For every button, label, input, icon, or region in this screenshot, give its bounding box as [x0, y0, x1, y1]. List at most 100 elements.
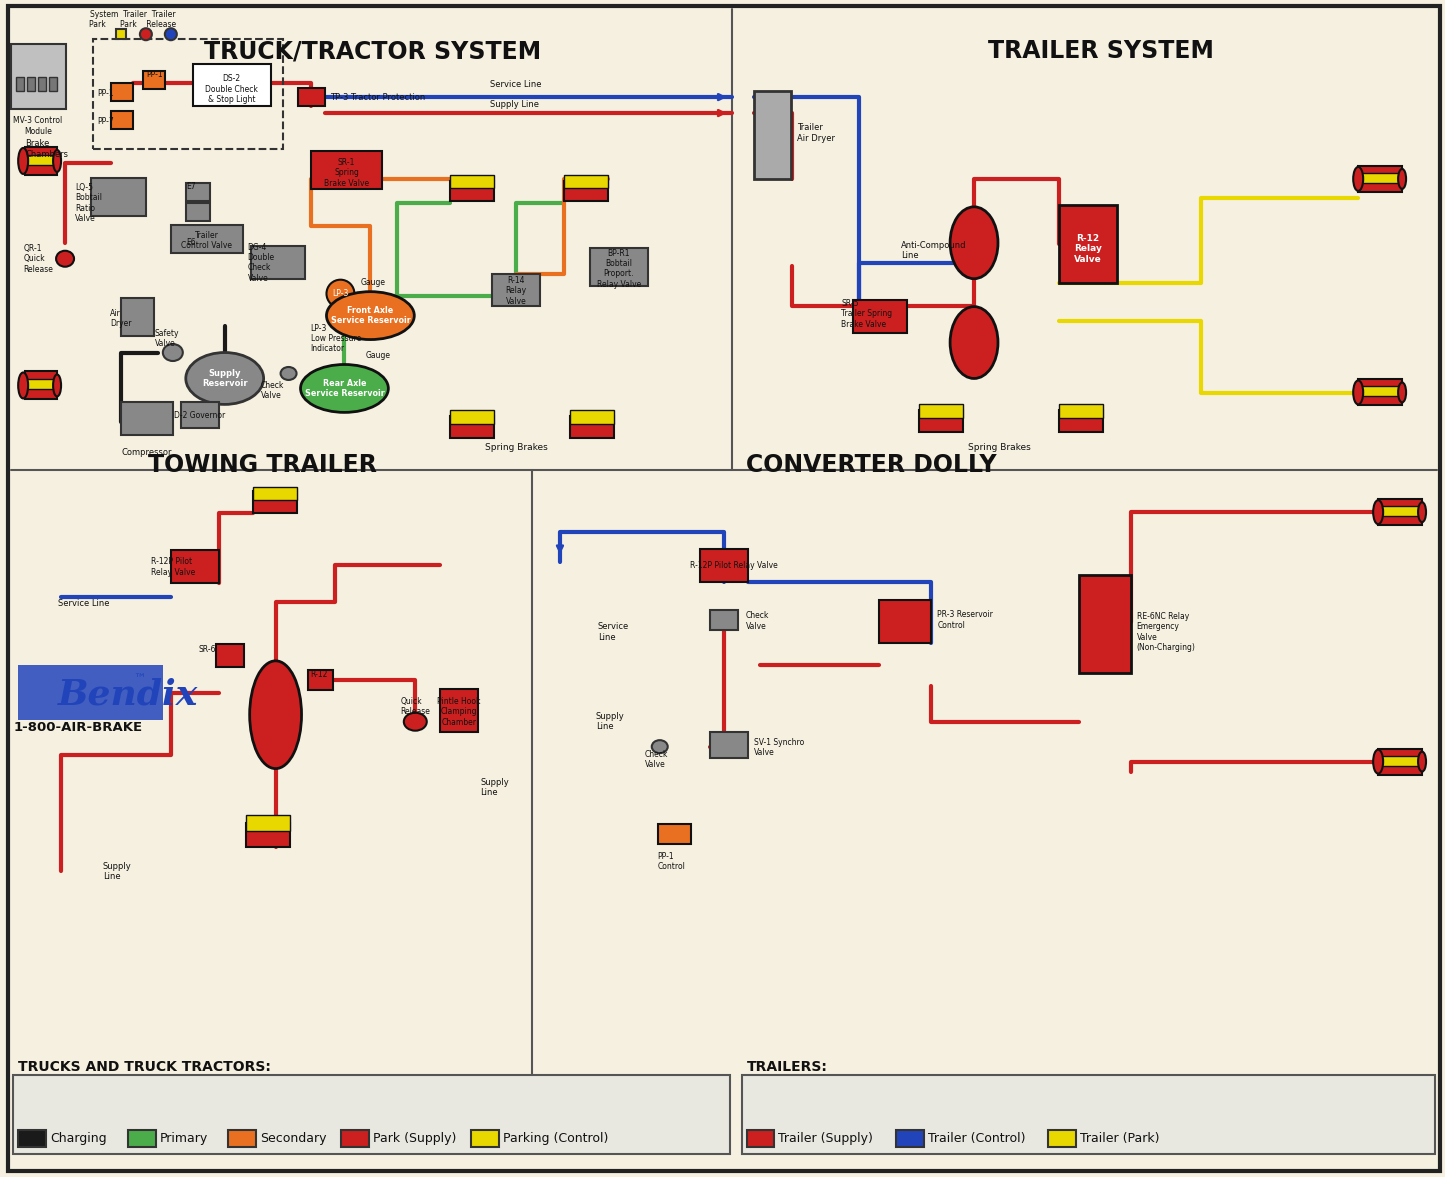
Bar [13, 1075, 730, 1153]
Bar [250, 246, 305, 279]
Text: Trailer (Control): Trailer (Control) [928, 1132, 1026, 1145]
Text: Compressor: Compressor [121, 447, 172, 457]
Ellipse shape [1399, 169, 1406, 188]
Bar [564, 175, 608, 188]
Bar [25, 147, 58, 175]
Bar [919, 411, 962, 432]
Bar [12, 45, 66, 109]
Text: MV-3 Control
Module: MV-3 Control Module [13, 117, 62, 135]
Ellipse shape [951, 207, 998, 279]
Text: Check
Valve: Check Valve [644, 750, 668, 770]
Bar [246, 824, 289, 847]
Text: Bendix: Bendix [58, 678, 198, 712]
Text: Service Line: Service Line [58, 599, 110, 609]
Text: Supply
Line: Supply Line [103, 862, 131, 882]
Bar [569, 411, 614, 425]
Bar [854, 300, 907, 333]
Text: DG-4
Double
Check
Valve: DG-4 Double Check Valve [247, 242, 275, 282]
Bar [709, 610, 737, 630]
Bar [192, 65, 270, 106]
Bar [253, 487, 296, 500]
Text: Air
Dryer: Air Dryer [110, 308, 131, 328]
Ellipse shape [53, 374, 61, 397]
Bar [1358, 173, 1402, 182]
Bar [92, 39, 283, 149]
Bar [569, 417, 614, 438]
Ellipse shape [186, 353, 263, 405]
Text: PP-1
Control: PP-1 Control [657, 852, 685, 871]
Text: Gauge: Gauge [360, 278, 386, 287]
Text: Trailer (Park): Trailer (Park) [1079, 1132, 1159, 1145]
Bar [709, 732, 747, 758]
Bar [451, 181, 494, 201]
Bar [111, 111, 133, 129]
Text: TOWING TRAILER: TOWING TRAILER [149, 453, 377, 477]
Text: TRUCKS AND TRUCK TRACTORS:: TRUCKS AND TRUCK TRACTORS: [19, 1060, 272, 1073]
Ellipse shape [327, 292, 415, 339]
Text: Parking (Control): Parking (Control) [503, 1132, 608, 1145]
Bar [25, 155, 58, 165]
Ellipse shape [301, 365, 389, 412]
Text: TRAILER SYSTEM: TRAILER SYSTEM [988, 39, 1214, 64]
Text: Check
Valve: Check Valve [746, 611, 769, 631]
Bar [186, 182, 210, 201]
Text: E6: E6 [186, 238, 195, 247]
Bar [129, 1130, 156, 1146]
Ellipse shape [250, 660, 302, 769]
Bar [171, 550, 218, 583]
Bar [228, 1130, 256, 1146]
Text: Gauge: Gauge [366, 351, 390, 360]
Text: R-12P Pilot Relay Valve: R-12P Pilot Relay Valve [689, 560, 777, 570]
Text: PR-3 Reservoir
Control: PR-3 Reservoir Control [938, 610, 993, 630]
Text: Quick
Release: Quick Release [400, 697, 431, 717]
Text: Spring Brakes: Spring Brakes [968, 443, 1030, 452]
Bar [16, 78, 25, 91]
Bar [590, 247, 647, 286]
Ellipse shape [403, 713, 426, 731]
Ellipse shape [19, 148, 27, 174]
Bar [1358, 386, 1402, 397]
Bar [25, 379, 58, 390]
Ellipse shape [1418, 752, 1426, 772]
Bar [215, 644, 244, 667]
Bar [171, 225, 243, 253]
Bar [111, 84, 133, 101]
Ellipse shape [53, 149, 61, 172]
Text: QR-1
Quick
Release: QR-1 Quick Release [23, 244, 53, 273]
Text: R-14
Relay
Valve: R-14 Relay Valve [506, 275, 526, 306]
Text: Service
Line: Service Line [598, 623, 629, 641]
Bar [1059, 205, 1117, 282]
Bar [19, 665, 163, 719]
Bar [1059, 405, 1103, 418]
Text: PP-1: PP-1 [146, 69, 162, 79]
Bar [143, 71, 165, 89]
Text: SR-1
Spring
Brake Valve: SR-1 Spring Brake Valve [324, 158, 368, 188]
Text: PP-1: PP-1 [97, 88, 114, 98]
Text: PP-7: PP-7 [97, 117, 114, 126]
Bar [91, 178, 146, 215]
Text: R-12: R-12 [311, 671, 328, 679]
Bar [121, 298, 153, 335]
Text: RE-6NC Relay
Emergency
Valve
(Non-Charging): RE-6NC Relay Emergency Valve (Non-Chargi… [1137, 612, 1195, 652]
Bar [1059, 411, 1103, 432]
Bar [186, 202, 210, 221]
Bar [38, 78, 46, 91]
Text: Anti-Compound
Line: Anti-Compound Line [902, 241, 967, 260]
Bar [471, 1130, 499, 1146]
Bar [896, 1130, 925, 1146]
Ellipse shape [19, 372, 27, 399]
Bar [121, 403, 173, 435]
Text: E7: E7 [186, 182, 195, 192]
Bar [441, 689, 478, 732]
Text: Service Line: Service Line [490, 80, 542, 88]
Text: SV-1 Synchro
Valve: SV-1 Synchro Valve [753, 738, 803, 757]
Ellipse shape [56, 251, 74, 267]
Text: SR-6: SR-6 [199, 645, 217, 654]
Text: Spring Brakes: Spring Brakes [484, 443, 548, 452]
Ellipse shape [140, 28, 152, 40]
Text: Supply
Reservoir: Supply Reservoir [202, 368, 247, 388]
Text: Rear Axle
Service Reservoir: Rear Axle Service Reservoir [305, 379, 384, 398]
Bar [699, 550, 747, 581]
Bar [753, 91, 792, 179]
Bar [246, 816, 289, 831]
